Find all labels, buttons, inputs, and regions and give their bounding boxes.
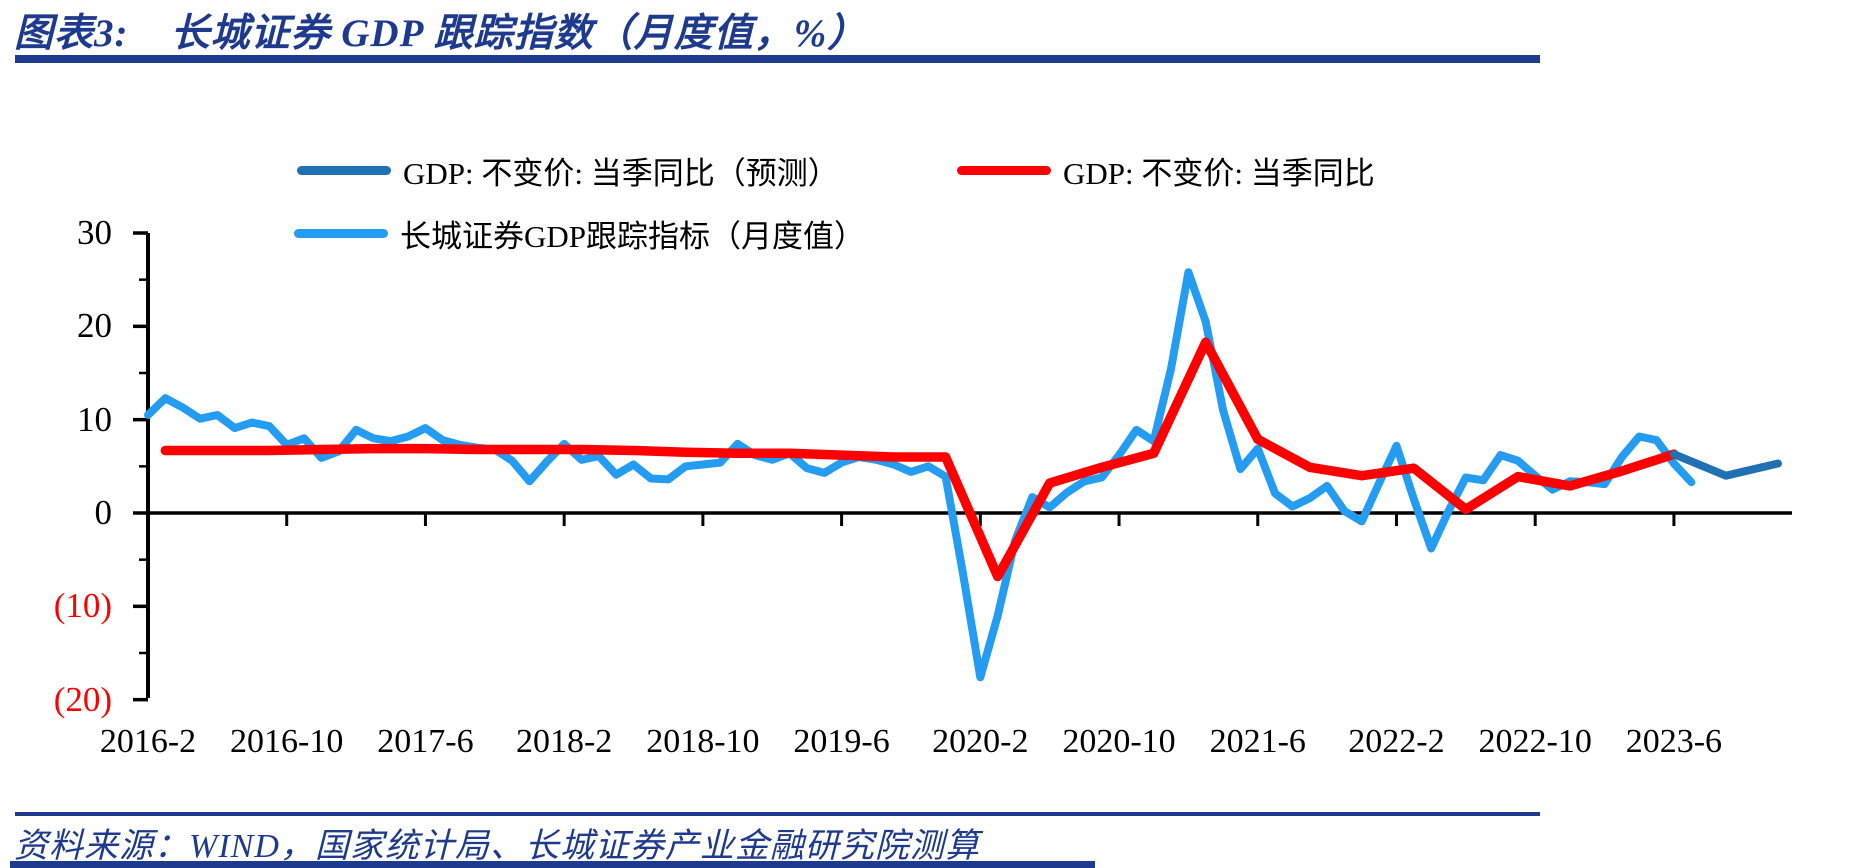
y-axis-label: 20 bbox=[77, 306, 112, 346]
legend-label: 长城证券GDP跟踪指标（月度值） bbox=[400, 218, 866, 254]
x-axis-label: 2022-2 bbox=[1348, 723, 1445, 760]
figure-title-text: 长城证券 GDP 跟踪指数（月度值，%） bbox=[170, 12, 868, 55]
x-axis-label: 2020-10 bbox=[1062, 723, 1176, 760]
x-axis-label: 2016-2 bbox=[99, 723, 197, 760]
legend-label: GDP: 不变价: 当季同比（预测） bbox=[403, 155, 839, 191]
y-axis-label: 30 bbox=[77, 213, 112, 252]
y-axis-label: (20) bbox=[53, 679, 112, 719]
legend-label: GDP: 不变价: 当季同比 bbox=[1063, 155, 1375, 191]
legend-item-tracking: 长城证券GDP跟踪指标（月度值） bbox=[294, 213, 866, 254]
x-axis-label: 2021-6 bbox=[1209, 723, 1306, 760]
y-axis-label: 0 bbox=[94, 493, 113, 532]
bottom-accent-bar bbox=[10, 861, 1095, 868]
source-note: 资料来源：WIND，国家统计局、长城证券产业金融研究院测算 bbox=[14, 828, 980, 865]
figure-number: 图表3: bbox=[14, 12, 129, 55]
y-axis-label: (10) bbox=[53, 586, 112, 626]
title-divider-rule bbox=[15, 55, 1540, 63]
x-axis-label: 2017-6 bbox=[377, 723, 474, 760]
y-axis-label: 10 bbox=[77, 399, 112, 439]
x-axis-label: 2018-10 bbox=[646, 723, 760, 760]
x-axis-label: 2022-10 bbox=[1478, 723, 1592, 760]
gdp-actual-line bbox=[160, 337, 1679, 582]
legend-item-actual: GDP: 不变价: 当季同比 bbox=[957, 150, 1375, 191]
gdp-tracking-line bbox=[144, 268, 1696, 682]
page-title: 图表3: 长城证券 GDP 跟踪指数（月度值，%） bbox=[14, 2, 867, 58]
x-axis-label: 2023-6 bbox=[1625, 723, 1723, 760]
forecast-line-swatch bbox=[297, 165, 391, 175]
footer-divider-rule bbox=[15, 812, 1540, 816]
gdp-forecast-line bbox=[1669, 450, 1782, 480]
x-axis-label: 2020-2 bbox=[932, 723, 1029, 760]
x-axis-label: 2018-2 bbox=[515, 723, 613, 760]
legend-item-forecast: GDP: 不变价: 当季同比（预测） bbox=[297, 150, 839, 191]
actual-line-swatch bbox=[957, 165, 1051, 175]
tracking-line-swatch bbox=[294, 228, 388, 238]
x-axis-label: 2016-10 bbox=[230, 723, 344, 760]
x-axis-label: 2019-6 bbox=[793, 723, 890, 760]
